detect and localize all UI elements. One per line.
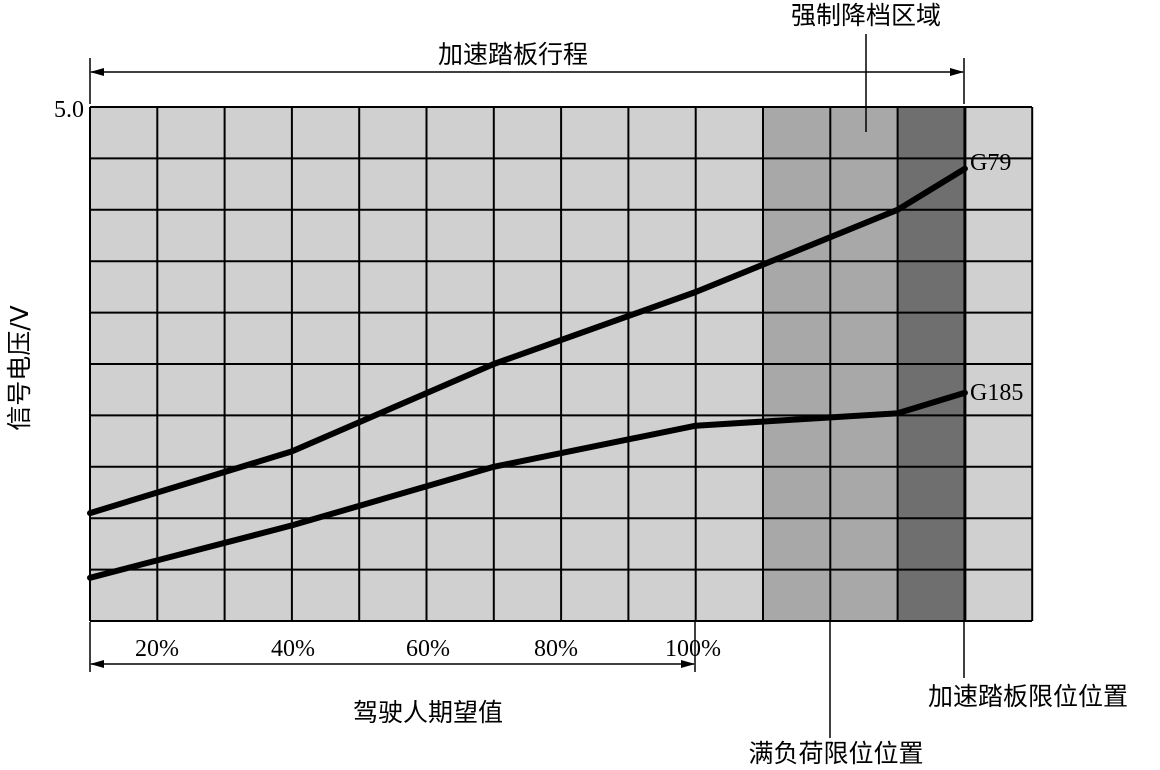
y-axis-title: 信号电压/V: [5, 305, 34, 431]
x-tick-80: 80%: [534, 636, 578, 662]
kickdown-zone-label: 强制降档区域: [791, 1, 941, 30]
y-max-tick-label: 5.0: [54, 97, 84, 123]
x-tick-60: 60%: [406, 636, 450, 662]
series-label-g79: G79: [970, 150, 1011, 176]
series-line-g79: [87, 165, 968, 517]
x-tick-100: 100%: [665, 636, 721, 662]
series-label-g185: G185: [970, 380, 1023, 406]
x-tick-20: 20%: [135, 636, 179, 662]
full-load-stop-label: 满负荷限位位置: [748, 739, 923, 768]
curve-series: [87, 165, 968, 581]
pedal-travel-label: 加速踏板行程: [438, 40, 588, 69]
driver-demand-label: 驾驶人期望值: [353, 698, 503, 727]
series-line-g185: [87, 389, 968, 581]
x-tick-40: 40%: [271, 636, 315, 662]
pedal-stop-label: 加速踏板限位位置: [928, 682, 1128, 711]
